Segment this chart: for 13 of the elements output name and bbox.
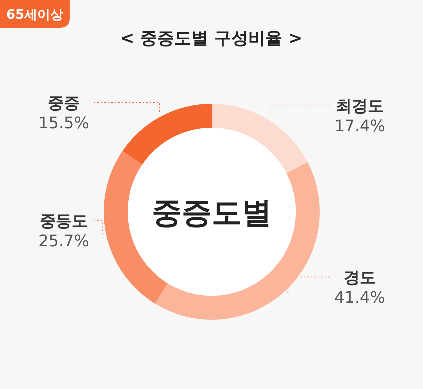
data-label: 25.7% xyxy=(38,232,90,251)
slice-label: 최경도 xyxy=(336,96,384,116)
chart-title: < 중증도별 구성비율 > xyxy=(120,29,303,49)
chart-subtitle: 65세이상 xyxy=(6,8,64,23)
donut-slice xyxy=(122,104,212,165)
data-label: 17.4% xyxy=(334,116,386,136)
data-label: 15.5% xyxy=(38,114,90,133)
slice-label: 중등도 xyxy=(40,212,88,231)
text: 중증도별 xyxy=(152,196,272,231)
slice-label: 중증 xyxy=(48,94,80,113)
slice-label: 경도 xyxy=(344,268,376,288)
donut-slice xyxy=(212,104,308,174)
data-label: 41.4% xyxy=(334,288,386,308)
